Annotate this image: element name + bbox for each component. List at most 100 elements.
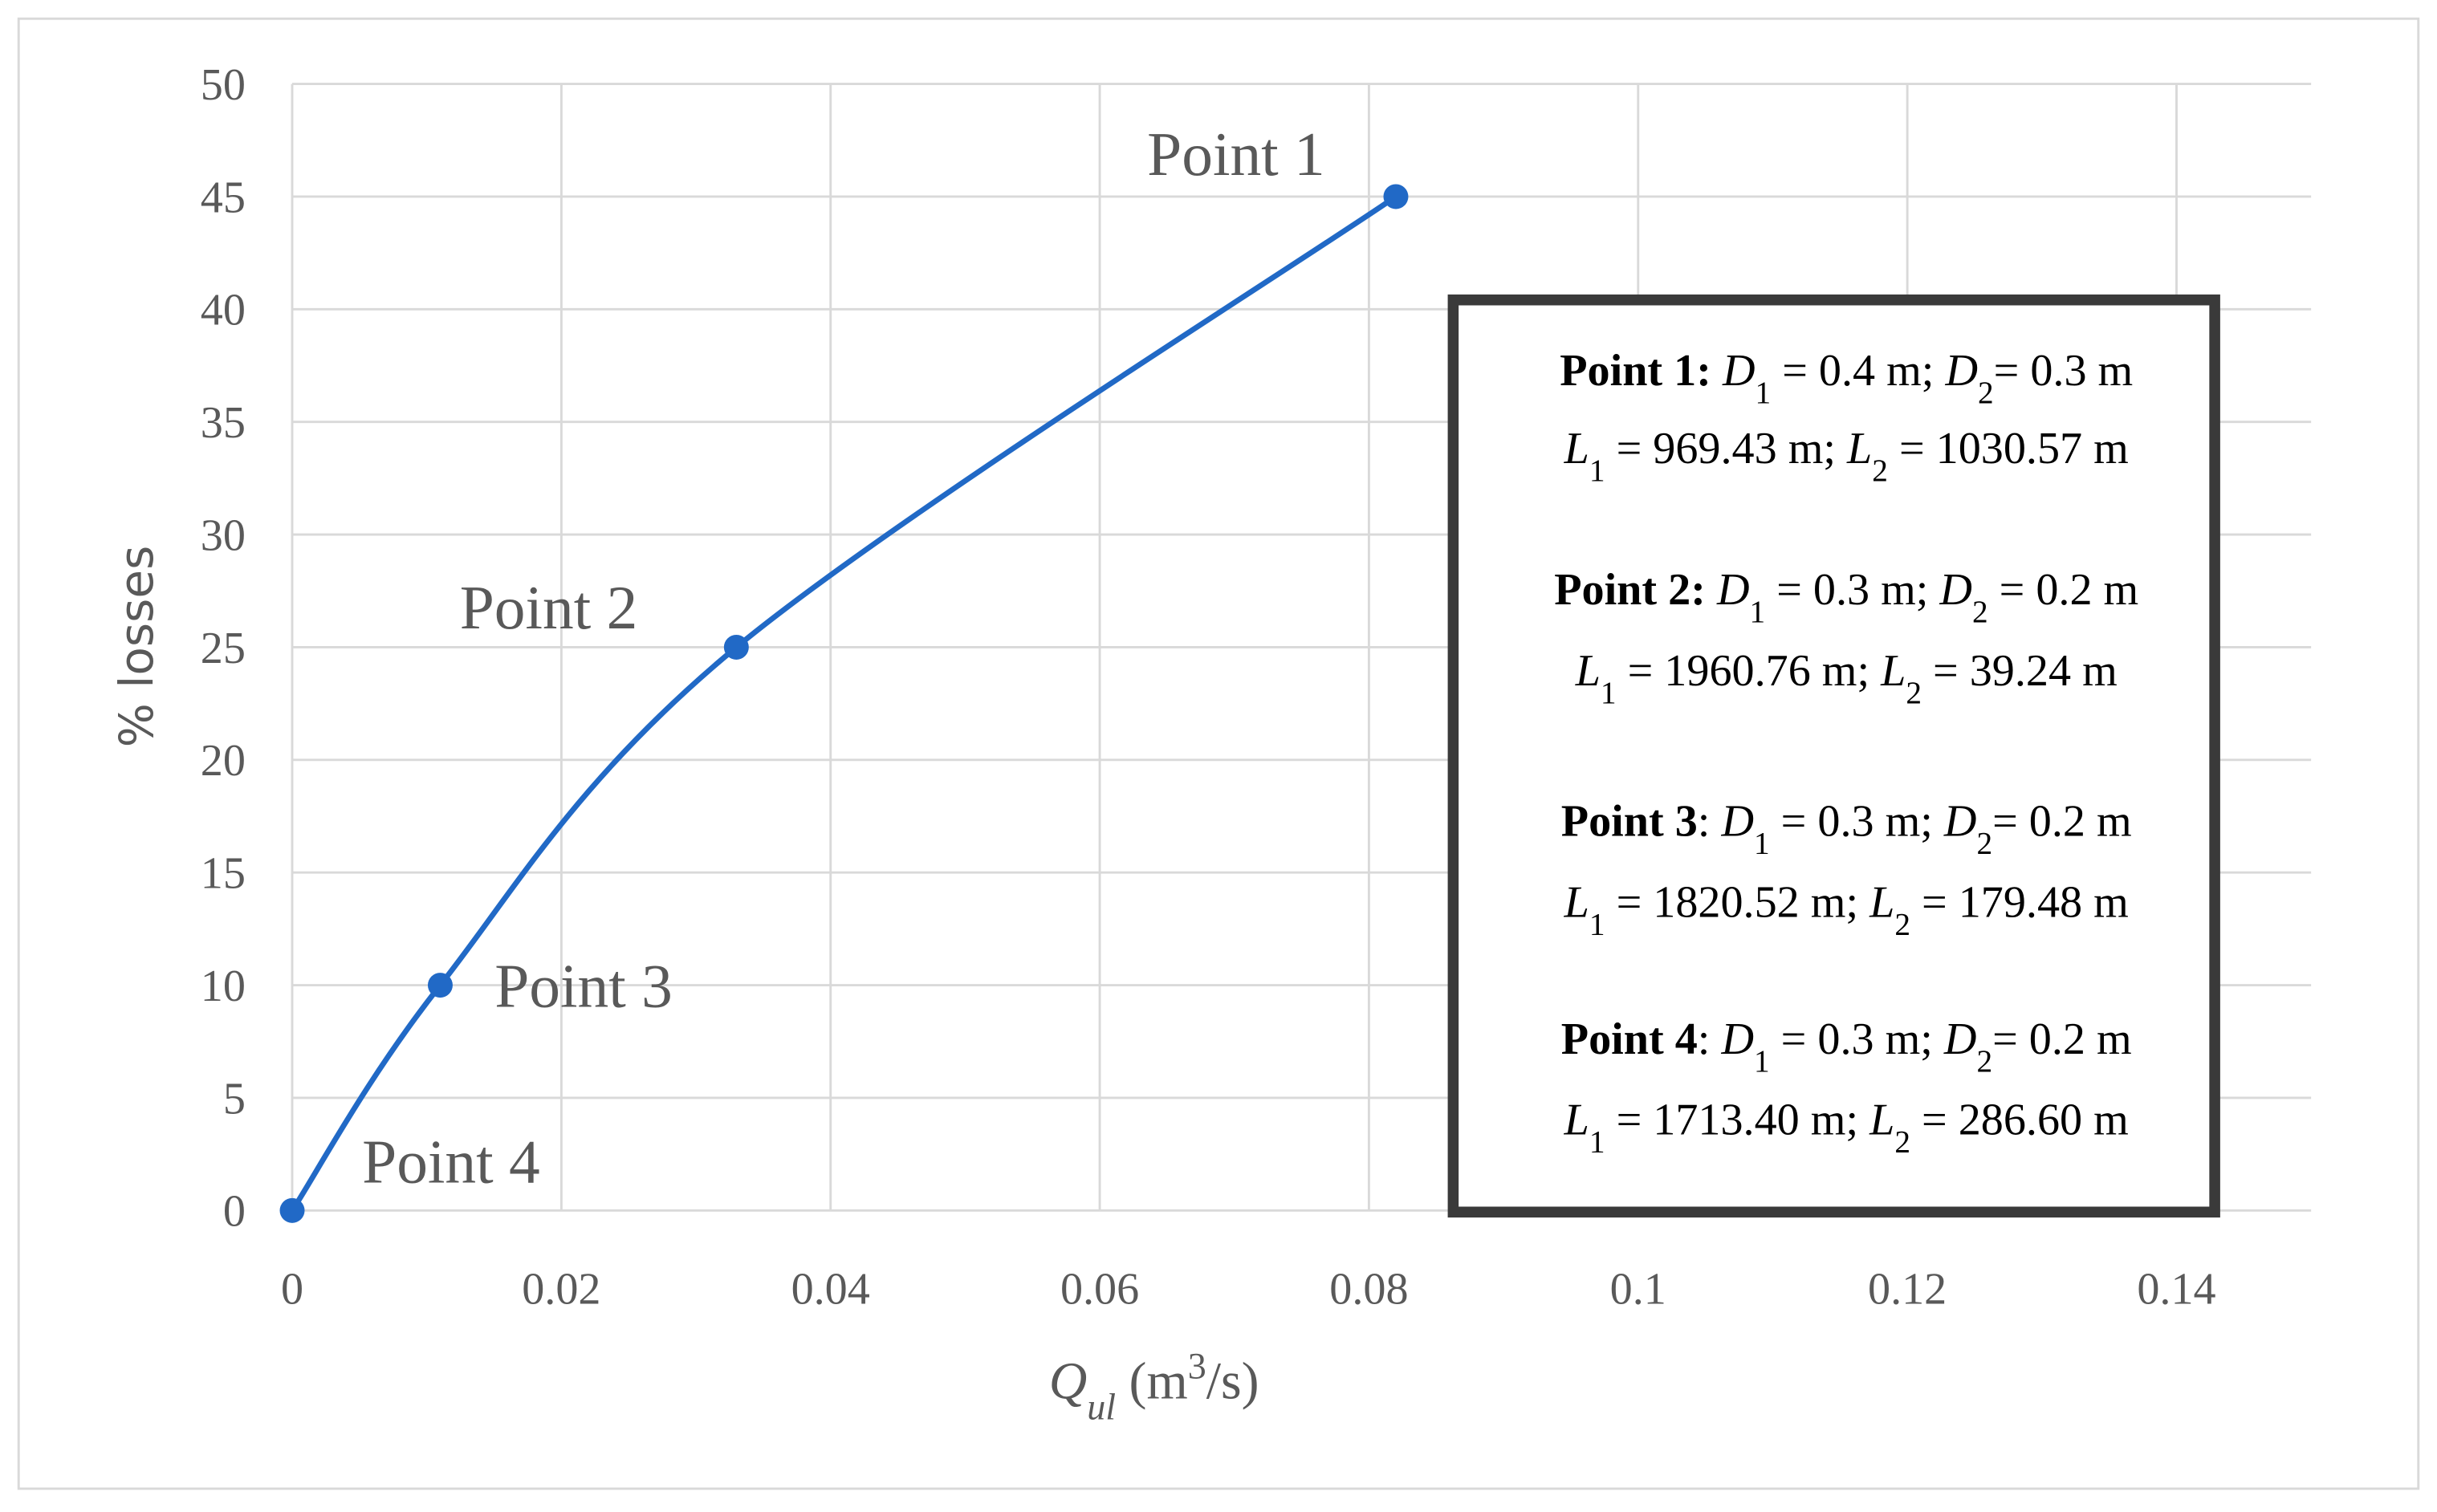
text-run: 1 [1589,1124,1605,1159]
info-line: L1 = 1820.52 m; L2 = 179.48 m [1564,877,2129,941]
text-run: = 0.2 m [1988,565,2139,615]
text-run: = 0.3 m; [1765,565,1939,615]
text-run: L [1869,877,1894,927]
text-run: 2 [1976,826,1992,861]
text-run: Q [1049,1352,1088,1411]
text-run: L [1880,646,1906,696]
point-label: Point 4 [362,1127,540,1196]
y-tick-label: 35 [201,398,246,448]
y-tick-label: 40 [201,286,246,335]
text-run: D [1943,797,1977,847]
text-run: = 179.48 m [1910,877,2129,927]
text-run: Point 3 [1561,797,1698,847]
text-run: = 286.60 m [1910,1095,2129,1144]
text-run: L [1846,424,1872,474]
series-line [290,194,1398,1213]
text-run: 2 [1978,375,1994,410]
y-tick-label: 45 [201,173,246,222]
text-run: 1 [1589,453,1605,488]
y-tick-label: 10 [201,961,246,1011]
info-line: Point 2: D1 = 0.3 m; D2 = 0.2 m [1554,565,2138,629]
text-run: 1 [1750,594,1766,629]
info-line: L1 = 1960.76 m; L2 = 39.24 m [1575,646,2118,710]
y-tick-label: 20 [201,736,246,786]
text-run: Point 1: [1560,346,1711,396]
text-run: 2 [1872,453,1888,488]
x-tick-label: 0.08 [1329,1265,1408,1315]
y-tick-label: 0 [223,1187,246,1237]
text-run: D [1720,797,1754,847]
text-run: = 0.3 m; [1770,1014,1944,1064]
text-run: D [1722,346,1756,396]
y-tick-label: 25 [201,624,246,673]
text-run: = 0.2 m [1992,797,2132,847]
y-tick-label: 50 [201,60,246,110]
text-run: = 0.2 m [1992,1014,2132,1064]
x-tick-label: 0.06 [1060,1265,1139,1315]
y-tick-label: 5 [223,1074,246,1124]
text-run: 2 [1894,906,1910,941]
text-run [1711,346,1723,396]
info-line: Point 1: D1 = 0.4 m; D2= 0.3 m [1560,346,2133,410]
point-label: Point 2 [460,573,638,642]
info-line: Point 4: D1 = 0.3 m; D2= 0.2 m [1561,1014,2132,1079]
y-tick-label: 15 [201,849,246,899]
text-run: 3 [1188,1345,1206,1386]
text-run: 2 [1906,675,1922,710]
text-run: 1 [1754,1043,1770,1079]
info-line: Point 3: D1 = 0.3 m; D2= 0.2 m [1561,797,2132,861]
data-point [427,973,453,998]
text-run: 2 [1894,1124,1910,1159]
text-run: L [1564,877,1589,927]
text-run: /s) [1206,1352,1259,1411]
data-point [1383,184,1409,209]
text-run: = 1713.40 m; [1605,1095,1870,1144]
x-tick-label: 0.1 [1610,1265,1666,1315]
text-run [1706,565,1717,615]
text-run: Point 2: [1554,565,1706,615]
text-run: 1 [1754,826,1770,861]
x-tick-label: 0.02 [522,1265,600,1315]
text-run: D [1943,1014,1977,1064]
text-run: 1 [1589,906,1605,941]
y-tick-label: 30 [201,510,246,560]
text-run: Point 4 [1561,1014,1698,1064]
y-axis-label: % losses [109,546,164,748]
text-run: ul [1087,1386,1116,1427]
text-run: = 0.4 m; [1771,346,1945,396]
text-run: = 0.3 m [1994,346,2134,396]
text-run: 2 [1976,1043,1992,1079]
x-tick-label: 0.14 [2137,1265,2215,1315]
text-run: = 1030.57 m [1888,424,2129,474]
text-run: = 39.24 m [1922,646,2118,696]
x-tick-label: 0.04 [791,1265,870,1315]
data-point [279,1197,305,1223]
text-run: = 1960.76 m; [1617,646,1882,696]
text-run: 1 [1601,675,1617,710]
text-run: D [1939,565,1972,615]
point-label: Point 1 [1147,120,1325,189]
text-run: = 1820.52 m; [1605,877,1870,927]
text-run: : [1698,1014,1722,1064]
x-tick-label: 0 [281,1265,303,1315]
data-point [723,634,749,660]
x-tick-label: 0.12 [1868,1265,1947,1315]
info-line: L1 = 1713.40 m; L2 = 286.60 m [1564,1095,2129,1159]
text-run: L [1564,1095,1589,1144]
info-box [1447,294,2220,1218]
text-run: D [1720,1014,1754,1064]
text-run: L [1575,646,1601,696]
text-run: (m [1116,1352,1188,1411]
text-run: = 969.43 m; [1605,424,1847,474]
text-run: : [1698,797,1722,847]
text-run: D [1944,346,1978,396]
point-label: Point 3 [494,952,673,1021]
info-line: L1 = 969.43 m; L2 = 1030.57 m [1564,424,2129,488]
text-run: L [1564,424,1589,474]
text-run: 2 [1972,594,1988,629]
text-run: 1 [1756,375,1772,410]
x-axis-label: Qul (m3/s) [1049,1345,1259,1427]
text-run: L [1869,1095,1894,1144]
